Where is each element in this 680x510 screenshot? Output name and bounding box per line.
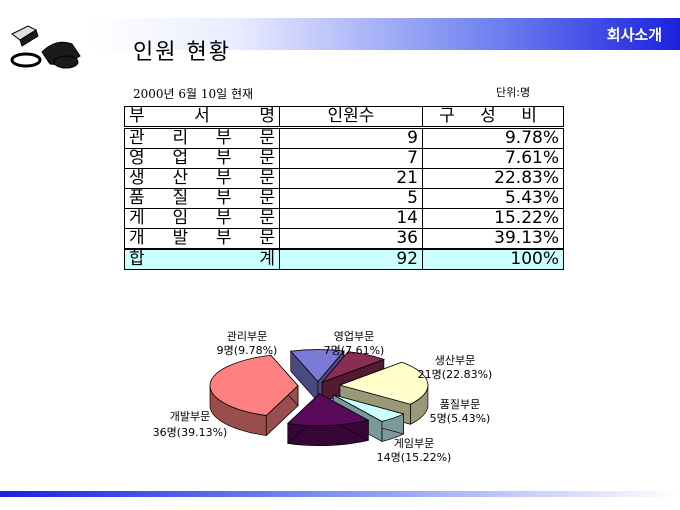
table-header-row: 부 서 명 인원수 구 성 비 xyxy=(124,106,564,129)
table-total-row: 합 계 92 100% xyxy=(124,248,564,270)
cell-headcount: 14 xyxy=(279,208,423,229)
pie-slice-생산부문 xyxy=(338,361,429,425)
table-row: 생 산 부 문 21 22.83% xyxy=(124,168,564,189)
section-tag: 회사소개 xyxy=(606,26,662,44)
table-row: 개 발 부 문 36 39.13% xyxy=(124,228,564,250)
unit-note: 단위:명 xyxy=(496,86,531,99)
cell-ratio: 7.61% xyxy=(422,148,564,169)
cell-department: 관 리 부 문 xyxy=(124,127,280,149)
pie-label-value: 7명(7.61%) xyxy=(324,344,385,357)
pie-label-name: 생산부문 xyxy=(435,354,475,367)
total-headcount: 92 xyxy=(279,248,423,270)
pie-label-name: 품질부문 xyxy=(440,398,480,411)
pie-label-name: 개발부문 xyxy=(170,410,210,423)
header-bar: 회사소개 xyxy=(90,18,680,50)
pie-label-value: 36명(39.13%) xyxy=(153,426,228,439)
pie-label-value: 5명(5.43%) xyxy=(430,412,491,425)
cell-ratio: 15.22% xyxy=(422,208,564,229)
headcount-table: 부 서 명 인원수 구 성 비 관 리 부 문 9 9.78% 영 업 부 문 … xyxy=(124,106,564,270)
date-note: 2000년 6월 10일 현재 xyxy=(133,87,254,101)
pie-slice-게임부문 xyxy=(286,392,370,447)
pie-slice-개발부문 xyxy=(209,354,299,437)
total-ratio: 100% xyxy=(422,248,564,270)
cell-department: 품 질 부 문 xyxy=(124,188,280,209)
cell-department: 생 산 부 문 xyxy=(124,168,280,189)
header-department: 부 서 명 xyxy=(124,106,280,129)
table-row: 게 임 부 문 14 15.22% xyxy=(124,208,564,229)
pie-label-value: 14명(15.22%) xyxy=(377,451,452,464)
page-title: 인원 현황 xyxy=(133,40,231,65)
pie-label-name: 영업부문 xyxy=(334,330,374,343)
table-row: 영 업 부 문 7 7.61% xyxy=(124,148,564,169)
footer-bar xyxy=(0,491,680,497)
pie-label-value: 21명(22.83%) xyxy=(418,368,493,381)
cell-ratio: 22.83% xyxy=(422,168,564,189)
pie-label-value: 9명(9.78%) xyxy=(217,344,278,357)
total-label: 합 계 xyxy=(124,248,280,270)
pie-label-name: 게임부문 xyxy=(394,437,434,450)
cell-department: 게 임 부 문 xyxy=(124,208,280,229)
pie-label-name: 관리부문 xyxy=(227,330,267,343)
header-headcount: 인원수 xyxy=(279,106,423,129)
phone-logo-icon xyxy=(10,25,81,69)
header-ratio: 구 성 비 xyxy=(422,106,564,129)
